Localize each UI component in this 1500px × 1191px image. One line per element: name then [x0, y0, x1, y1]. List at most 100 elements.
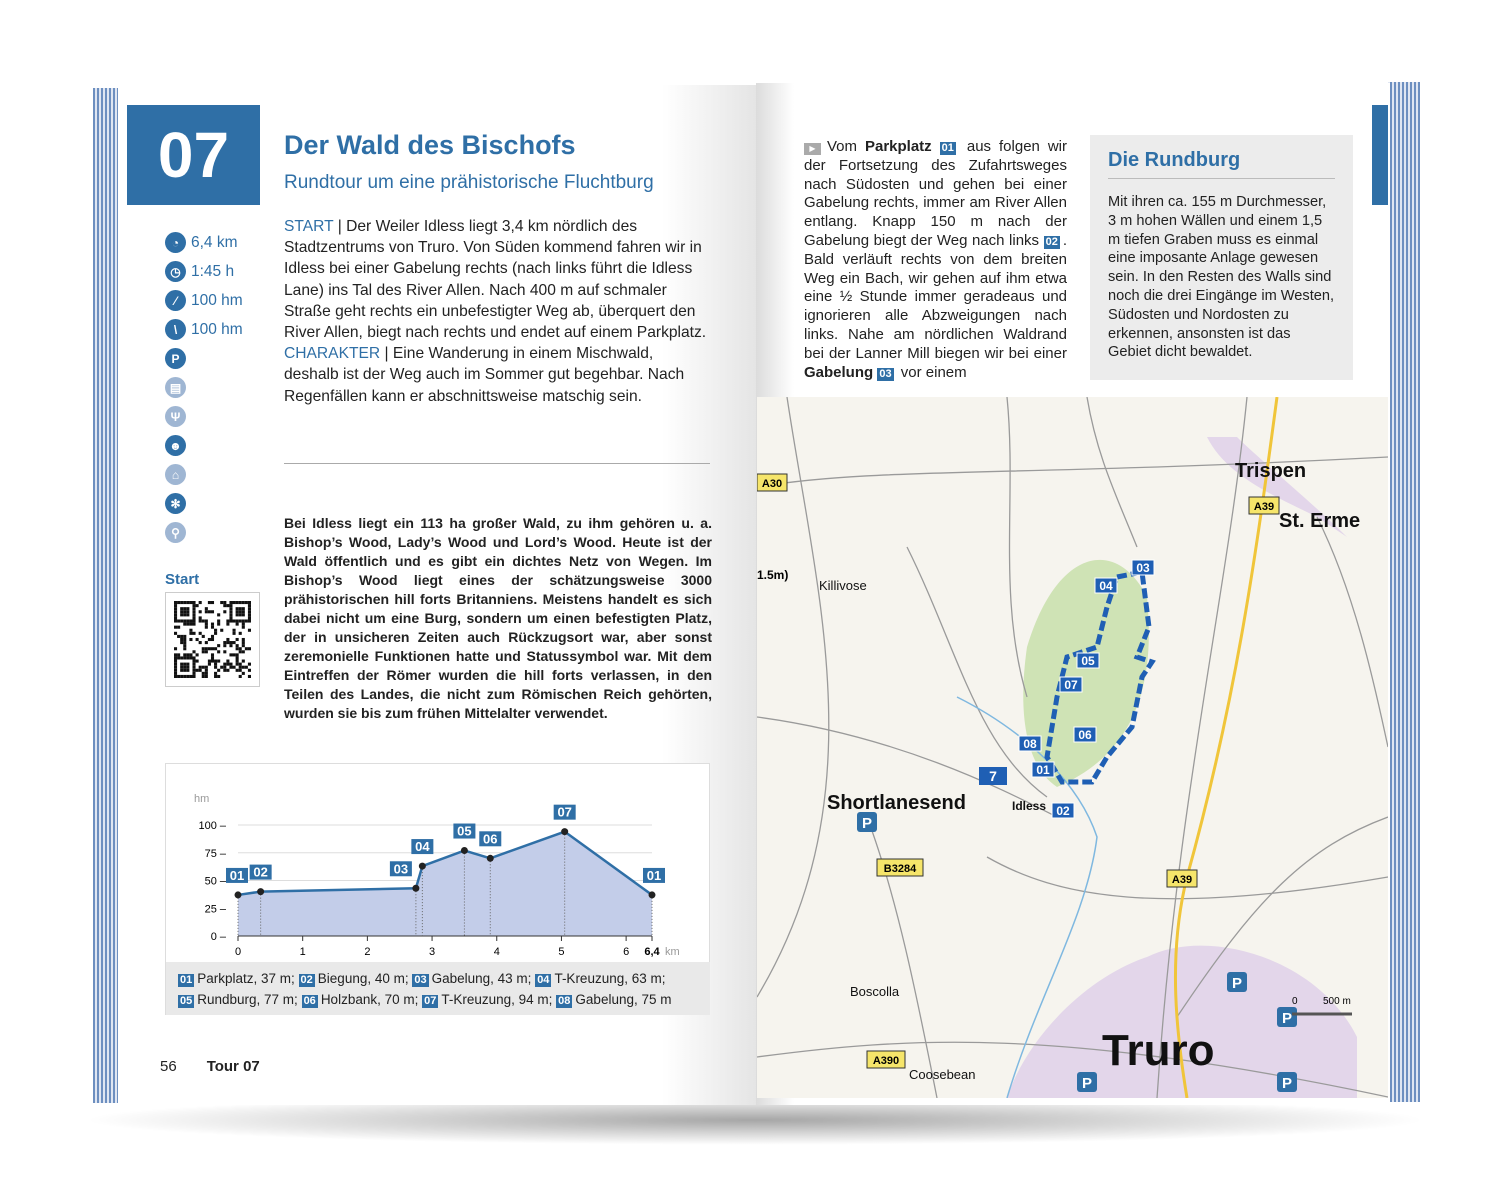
- tour-marker: [979, 767, 1007, 785]
- stat-descent: \ 100 hm: [165, 315, 243, 344]
- road: [1156, 397, 1248, 1098]
- chapter-tab: [1372, 105, 1388, 205]
- map-waypoint[interactable]: [1018, 735, 1042, 752]
- amenity: P: [165, 344, 243, 373]
- y-axis-label: hm: [194, 793, 209, 805]
- place-label: Trispen: [1235, 460, 1306, 482]
- main-road: [1173, 397, 1279, 1098]
- play-icon: ▶: [804, 143, 821, 155]
- road-number: A30: [762, 478, 782, 490]
- page-number: 56: [160, 1058, 177, 1075]
- parking-icon: [1277, 1007, 1297, 1027]
- data-label-bg: [389, 861, 412, 877]
- route-map[interactable]: 7 01 02 03 04 05 06 07 08 Trispen St. Erme Killivos…: [757, 397, 1388, 1098]
- legend-entry: Biegung, 40 m;: [317, 971, 413, 986]
- road: [757, 456, 1388, 488]
- stat-distance: ◔ 6,4 km: [165, 228, 243, 257]
- x-tick-label: 4: [494, 946, 500, 958]
- waypoint-badge: 02: [1043, 235, 1060, 249]
- text: aus folgen wir der Fortsetzung des Zufah…: [804, 138, 1068, 249]
- map-waypoint[interactable]: [1031, 761, 1055, 778]
- parking-icon-glyph: P: [1282, 1010, 1292, 1027]
- child-friendly-icon: ☻: [165, 435, 186, 456]
- info-box: Die Rundburg Mit ihren ca. 155 m Durchme…: [1090, 135, 1353, 380]
- waypoint-badge: 07: [422, 995, 439, 1008]
- elevation-area: [238, 831, 652, 936]
- place-label: Idless: [1012, 799, 1046, 813]
- scale-label: 0: [1292, 996, 1298, 1007]
- parking-icon: P: [165, 348, 186, 369]
- descent-icon: \: [165, 319, 186, 340]
- text: Gabelung: [804, 363, 874, 381]
- x-axis-label: km: [665, 946, 680, 958]
- map-waypoint-label: 06: [1078, 728, 1092, 742]
- x-tick-label: 3: [429, 946, 435, 958]
- map-waypoint-label: 02: [1056, 804, 1070, 818]
- road-number: A39: [1254, 501, 1274, 513]
- waypoint-badge: 06: [301, 995, 318, 1008]
- road-number-sign: [876, 858, 924, 877]
- y-tick-label: 50 –: [205, 876, 227, 888]
- map-fragment-label: 1.5m): [757, 568, 788, 582]
- bus-icon: ▤: [165, 377, 186, 398]
- y-tick-label: 25 –: [205, 903, 227, 915]
- folio: 56 Tour 07: [160, 1058, 260, 1075]
- parking-icon-glyph: P: [1232, 975, 1242, 992]
- stat-value: 100 hm: [191, 291, 243, 309]
- text: vor einem: [896, 363, 967, 381]
- route-description: ▶ Vom Parkplatz 01 aus folgen wir der For…: [804, 138, 1067, 382]
- data-point: [561, 828, 569, 836]
- y-tick-label: 100 –: [198, 820, 226, 832]
- waypoint-legend: 01 Parkplatz, 37 m; 02 Biegung, 40 m; 03 Ga…: [166, 962, 710, 1015]
- divider: [284, 463, 710, 464]
- data-point: [460, 847, 468, 855]
- data-label-bg: [453, 823, 476, 839]
- y-tick-label: 75 –: [205, 848, 227, 860]
- elevation-line: [237, 830, 653, 897]
- map-waypoint[interactable]: [1094, 577, 1118, 594]
- data-label: 02: [253, 865, 267, 880]
- waypoint-badge: 04: [535, 974, 552, 987]
- road: [757, 397, 830, 998]
- map-waypoint[interactable]: [1131, 559, 1155, 576]
- data-label: 01: [647, 868, 661, 883]
- amenity: ▤: [165, 373, 243, 402]
- amenity: ⌂: [165, 460, 243, 489]
- start-text: | Der Weiler Idless liegt 3,4 km nördlic…: [284, 218, 707, 342]
- road-number-sign: [1166, 869, 1198, 888]
- data-label: 05: [457, 824, 471, 839]
- road-number-sign: [757, 473, 788, 492]
- parking-icon: [1227, 972, 1247, 992]
- charakter-text: | Eine Wanderung in einem Mischwald, des…: [284, 345, 685, 405]
- stat-ascent: ⁄ 100 hm: [165, 286, 243, 315]
- x-tick-label: 6,4: [644, 946, 660, 958]
- text: Vom: [827, 138, 865, 155]
- map-waypoint[interactable]: [1059, 676, 1083, 693]
- map-canvas[interactable]: 7 01 02 03 04 05 06 07 08 Trispen St. Erme Killivos…: [757, 397, 1388, 1098]
- qr-code[interactable]: [165, 592, 260, 687]
- data-point: [412, 884, 420, 892]
- road: [906, 546, 1048, 798]
- map-waypoint[interactable]: [1076, 652, 1100, 669]
- waypoint-badge: 01: [939, 142, 956, 155]
- parking-icon-glyph: P: [1282, 1075, 1292, 1092]
- road-number: A390: [873, 1055, 899, 1067]
- data-label-bg: [553, 804, 576, 820]
- forest-area: [1023, 559, 1149, 787]
- stat-value: 1:45 h: [191, 262, 235, 280]
- body-text: Bei Idless liegt ein 113 ha großer Wald,…: [284, 515, 712, 721]
- text: Parkplatz: [864, 138, 932, 155]
- road: [757, 716, 1058, 818]
- parking-icon: [857, 812, 877, 832]
- map-waypoint[interactable]: [1073, 726, 1097, 743]
- x-tick-label: 2: [364, 946, 370, 958]
- urban-area: [1207, 437, 1347, 537]
- data-label-bg: [249, 864, 272, 880]
- road: [1176, 816, 1388, 1018]
- map-waypoint[interactable]: [1051, 802, 1075, 819]
- tour-marker-label: 7: [989, 768, 997, 784]
- parking-icon-glyph: P: [1082, 1075, 1092, 1092]
- place-label: Boscolla: [850, 984, 900, 999]
- page-title: Der Wald des Bischofs: [284, 130, 576, 160]
